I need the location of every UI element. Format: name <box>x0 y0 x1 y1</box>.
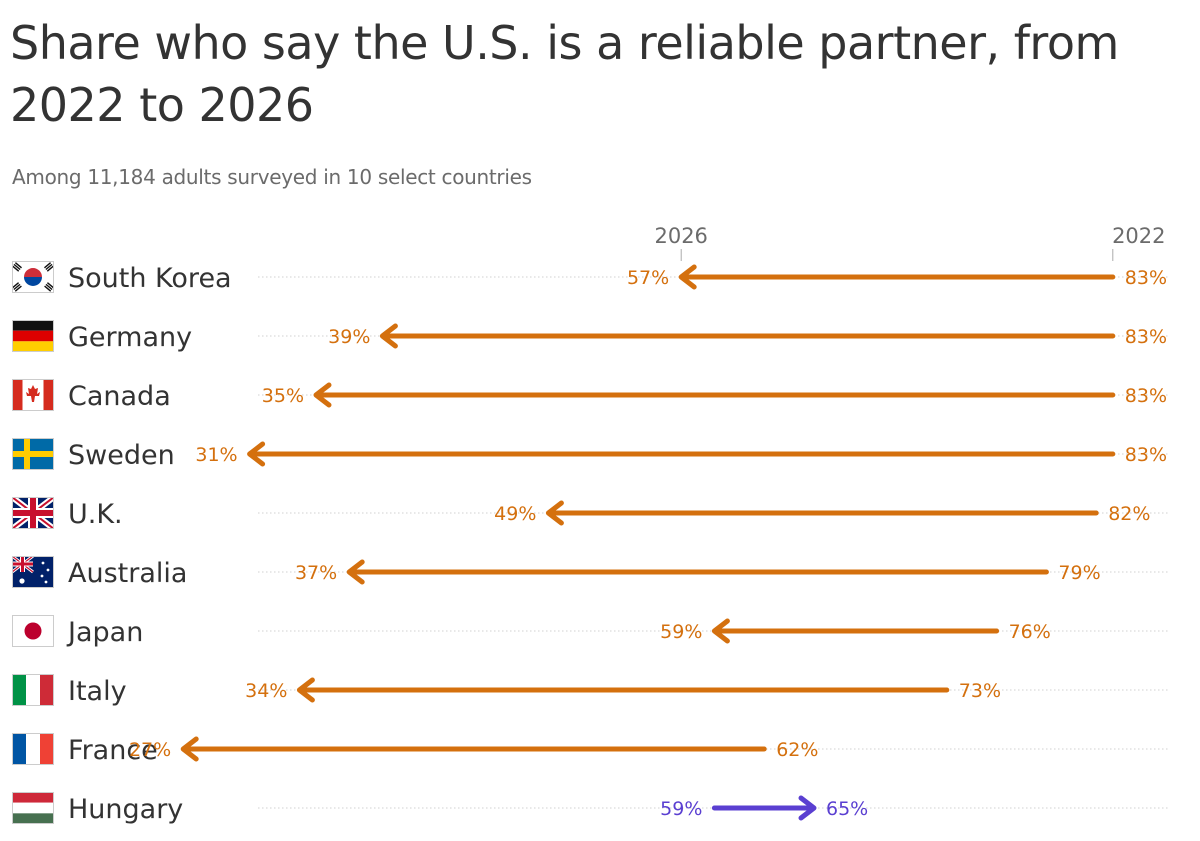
axis-label-2022: 2022 <box>1112 224 1165 248</box>
value-label-2026: 65% <box>826 798 868 820</box>
chart-row: Germany 83% 39% <box>12 320 1168 353</box>
country-label: Hungary <box>68 794 183 825</box>
chart-row: Australia 79% 37% <box>12 556 1168 589</box>
country-label: Canada <box>68 381 171 412</box>
country-label: Italy <box>68 676 127 707</box>
value-label-2026: 57% <box>627 267 669 289</box>
uk-flag-icon <box>12 497 54 529</box>
value-label-2022: 83% <box>1125 267 1167 289</box>
country-label: Japan <box>66 617 143 648</box>
hungary-flag-icon <box>12 792 54 824</box>
chart-row: Japan 76% 59% <box>12 615 1168 648</box>
australia-flag-icon <box>12 556 54 588</box>
value-label-2022: 83% <box>1125 326 1167 348</box>
arrow-head <box>346 559 365 585</box>
value-label-2022: 73% <box>959 680 1001 702</box>
value-label-2022: 62% <box>776 739 818 761</box>
arrow-head <box>798 795 817 821</box>
value-label-2026: 49% <box>494 503 536 525</box>
arrow-head <box>180 736 199 762</box>
france-flag-icon <box>12 733 54 765</box>
south-korea-flag-icon <box>12 261 54 293</box>
arrow-head <box>545 500 564 526</box>
value-label-2026: 35% <box>262 385 304 407</box>
chart-row: South Korea 83% 57% <box>12 261 1168 294</box>
country-label: Sweden <box>68 440 175 471</box>
chart-row: U.K. 82% 49% <box>12 497 1168 530</box>
country-label: Germany <box>68 322 192 353</box>
arrow-head <box>313 382 332 408</box>
arrow-head <box>678 264 697 290</box>
arrow-head <box>711 618 730 644</box>
chart-row: France 62% 27% <box>12 733 1168 766</box>
value-label-2022: 83% <box>1125 444 1167 466</box>
value-label-2026: 34% <box>245 680 287 702</box>
value-label-2026: 27% <box>129 739 171 761</box>
value-label-2026: 59% <box>660 621 702 643</box>
value-label-2022: 79% <box>1058 562 1100 584</box>
chart-row: Italy 73% 34% <box>12 674 1168 707</box>
chart-title: Share who say the U.S. is a reliable par… <box>10 16 1119 132</box>
chart-row: Hungary 59% 65% <box>12 792 1168 825</box>
value-label-2022: 76% <box>1009 621 1051 643</box>
country-label: U.K. <box>68 499 123 530</box>
value-label-2026: 39% <box>328 326 370 348</box>
country-label: Australia <box>68 558 187 589</box>
axis-label-2026: 2026 <box>654 224 707 248</box>
value-label-2022: 83% <box>1125 385 1167 407</box>
germany-flag-icon <box>12 320 54 352</box>
arrow-chart: 2026 2022 South Korea 83% 57% Germany 83% 39% Ca… <box>12 224 1168 825</box>
value-label-2026: 31% <box>195 444 237 466</box>
arrow-head <box>247 441 266 467</box>
chart-row: Sweden 83% 31% <box>12 438 1168 471</box>
country-label: South Korea <box>68 263 232 294</box>
value-label-2022: 59% <box>660 798 702 820</box>
sweden-flag-icon <box>12 438 54 470</box>
chart-subtitle: Among 11,184 adults surveyed in 10 selec… <box>12 165 532 189</box>
arrow-head <box>296 677 315 703</box>
japan-flag-icon <box>12 615 54 647</box>
arrow-head <box>379 323 398 349</box>
canada-flag-icon <box>12 379 54 411</box>
country-label: France <box>68 735 158 766</box>
value-label-2022: 82% <box>1108 503 1150 525</box>
value-label-2026: 37% <box>295 562 337 584</box>
chart-row: Canada 83% 35% <box>12 379 1168 412</box>
italy-flag-icon <box>12 674 54 706</box>
